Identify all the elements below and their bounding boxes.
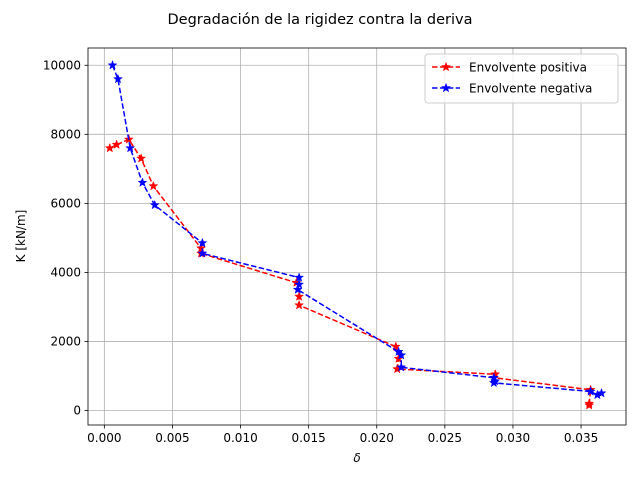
x-axis-label: δ xyxy=(353,451,360,465)
legend-marker xyxy=(440,61,452,72)
data-point xyxy=(137,177,148,187)
x-tick-label: 0.020 xyxy=(360,431,394,445)
data-point xyxy=(112,73,124,84)
y-axis: 0 2000 4000 6000 8000 10000 xyxy=(43,58,88,418)
x-tick-label: 0.000 xyxy=(87,431,121,445)
grid xyxy=(88,48,626,425)
data-point xyxy=(596,387,607,398)
x-tick-label: 0.025 xyxy=(428,431,462,445)
plot-frame xyxy=(87,47,627,426)
legend-box xyxy=(424,53,619,104)
data-point xyxy=(585,386,596,396)
legend-label: Envolvente negativa xyxy=(469,82,592,96)
x-tick-label: 0.005 xyxy=(155,431,189,445)
data-point xyxy=(125,142,136,153)
data-point xyxy=(111,139,122,149)
y-tick-label: 0 xyxy=(73,404,81,418)
x-tick-label: 0.030 xyxy=(496,431,530,445)
chart-title: Degradación de la rigidez contra la deri… xyxy=(167,12,472,28)
data-point xyxy=(292,284,303,294)
data-point xyxy=(396,349,407,360)
x-tick-label: 0.015 xyxy=(291,431,325,445)
plot-area xyxy=(88,48,626,425)
legend: Envolvente positiva Envolvente negativa xyxy=(424,53,619,104)
data-point xyxy=(488,377,499,388)
y-tick-label: 10000 xyxy=(43,58,81,72)
data-point xyxy=(136,153,147,163)
data-point xyxy=(104,142,115,153)
data-point xyxy=(149,199,160,210)
x-axis: 0.000 0.005 0.010 0.015 0.020 0.025 0.030 0.035 xyxy=(87,425,598,445)
data-point xyxy=(294,291,305,301)
y-axis-label: K [kN/m] xyxy=(14,210,28,263)
data-point xyxy=(107,59,118,70)
x-tick-label: 0.010 xyxy=(223,431,257,445)
series-line xyxy=(109,138,592,406)
data-point xyxy=(396,362,407,372)
y-tick-label: 4000 xyxy=(50,265,81,279)
data-point xyxy=(294,279,305,289)
y-tick-label: 6000 xyxy=(50,196,81,210)
data-point xyxy=(294,299,305,310)
series-2 xyxy=(107,59,607,400)
legend-label: Envolvente positiva xyxy=(469,61,587,75)
y-tick-label: 2000 xyxy=(50,334,81,348)
data-point xyxy=(390,341,401,351)
data-point xyxy=(584,399,595,410)
y-tick-label: 8000 xyxy=(50,127,81,141)
data-point xyxy=(197,248,208,258)
x-tick-label: 0.035 xyxy=(564,431,598,445)
series-layer xyxy=(104,59,607,410)
data-point xyxy=(148,180,159,191)
legend-marker xyxy=(440,82,452,93)
data-point xyxy=(197,237,208,248)
